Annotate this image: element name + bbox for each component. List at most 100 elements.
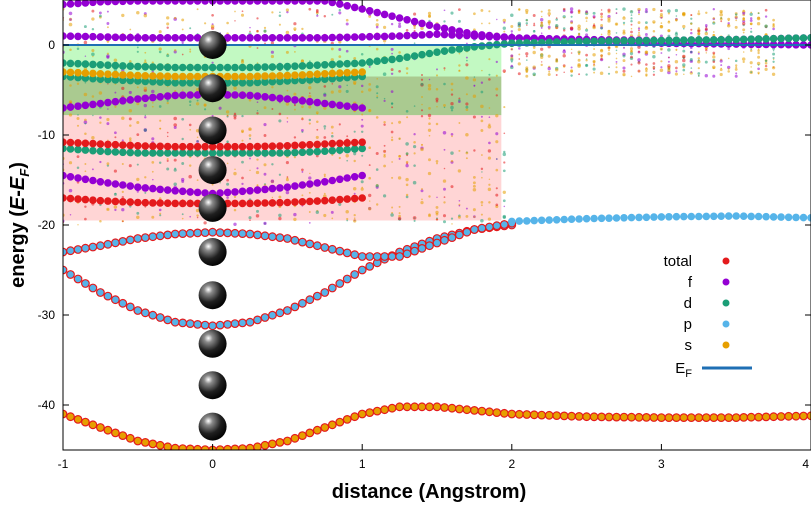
dispersed-state-point [309,172,311,175]
dispersed-state-point [600,12,604,16]
dispersed-state-point [674,8,679,13]
dispersed-state-point [697,67,700,70]
band-point-p [372,252,382,261]
band-point-total [336,195,344,204]
dispersed-state-point [518,53,521,56]
dispersed-state-point [285,30,290,35]
band-point-d [119,76,127,85]
dispersed-state-point [645,67,648,69]
dispersed-state-point [764,67,768,72]
dispersed-state-point [338,156,341,160]
legend-marker-p [722,320,730,328]
dispersed-state-point [248,134,252,137]
dispersed-state-point [121,139,124,142]
band-point-s [73,415,83,424]
dispersed-state-point [457,169,462,173]
dispersed-state-point [159,127,161,130]
band-point-p [215,228,225,238]
band-point-f [276,34,284,42]
dispersed-state-point [173,123,177,127]
atom-sphere [198,74,227,103]
band-point-f [313,34,322,42]
band-point-d [298,76,307,85]
band-point-f [104,0,112,6]
dispersed-state-point [562,15,566,19]
dispersed-state-point [263,29,267,33]
dispersed-state-point [510,25,514,28]
dispersed-state-point [256,101,259,104]
dispersed-state-point [301,105,304,109]
dispersed-state-point [129,124,132,127]
band-point-d [171,63,179,72]
dispersed-state-point [331,217,334,220]
dispersed-state-point [630,14,633,16]
atom-sphere [198,238,227,266]
dispersed-state-point [345,154,349,158]
band-point-f [261,185,269,194]
dispersed-state-point [622,29,626,33]
dispersed-state-point [405,193,409,197]
band-point-f [268,34,277,42]
dispersed-state-point [659,68,664,73]
dispersed-state-point [301,117,304,120]
band-point-d [261,78,269,86]
dispersed-state-point [630,75,633,78]
dispersed-state-point [734,25,738,29]
band-point-d [111,61,120,70]
band-point-total [291,198,299,206]
band-point-d [268,77,277,86]
dispersed-state-point [158,208,162,212]
dispersed-state-point [772,27,775,31]
dispersed-state-point [338,11,342,15]
band-point-f [321,178,329,186]
dispersed-state-point [136,46,139,49]
dispersed-state-point [719,68,723,72]
dispersed-state-point [592,67,596,71]
dispersed-state-point [705,52,708,54]
band-point-p [253,230,262,240]
band-point-d [104,75,112,84]
dispersed-state-point [458,8,461,11]
dispersed-state-point [577,27,581,31]
dispersed-state-point [421,198,423,201]
dispersed-state-point [398,205,401,208]
dispersed-state-point [481,69,483,72]
band-point-f [463,31,471,40]
legend-label-p: p [684,316,692,333]
band-point-f [253,92,262,100]
dispersed-state-point [316,120,319,123]
band-point-f [156,185,164,194]
dispersed-state-point [600,56,603,59]
band-point-s [664,413,674,423]
dispersed-state-point [330,47,334,51]
band-point-f [283,0,292,5]
band-point-f [440,24,449,33]
dispersed-state-point [466,59,468,62]
dispersed-state-point [360,53,364,56]
band-point-d [81,146,90,154]
dispersed-state-point [84,163,87,165]
dispersed-state-point [555,17,558,19]
dispersed-state-point [286,89,289,92]
dispersed-state-point [705,11,708,15]
dispersed-state-point [615,12,618,15]
band-point-total [163,142,172,151]
dispersed-state-point [562,27,566,30]
band-point-f [163,34,172,42]
band-point-s [372,406,382,416]
band-point-f [111,180,120,188]
dispersed-state-point [502,26,506,30]
band-point-d [710,36,718,44]
dispersed-state-point [390,90,394,93]
dispersed-state-point [121,208,125,212]
band-point-s [231,72,239,81]
dispersed-state-point [540,55,544,60]
dispersed-state-point [682,12,686,16]
dispersed-state-point [772,25,775,28]
dispersed-state-point [413,164,416,167]
band-point-f [253,34,262,42]
band-point-p [245,229,255,239]
dispersed-state-point [749,49,753,53]
dispersed-state-point [764,8,768,12]
band-point-d [186,63,194,72]
